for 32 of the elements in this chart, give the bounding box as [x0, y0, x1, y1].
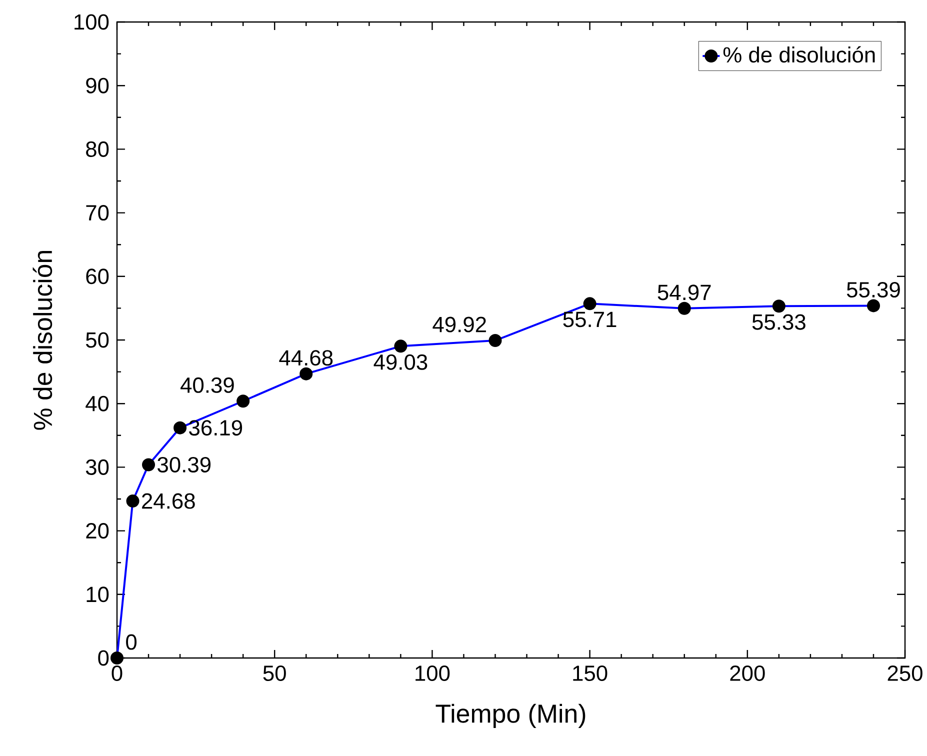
- data-label: 54.97: [658, 284, 711, 300]
- legend-label: % de disolución: [723, 46, 875, 63]
- y-axis-title: % de disolución: [32, 251, 52, 430]
- y-tick-label: 80: [86, 141, 109, 157]
- x-tick-label: 0: [112, 665, 122, 682]
- data-label: 0: [126, 634, 137, 650]
- data-label: 44.68: [279, 350, 333, 366]
- y-tick-label: 10: [86, 586, 109, 602]
- y-tick-label: 40: [86, 396, 109, 412]
- data-label: 24.68: [142, 493, 195, 509]
- data-label: 30.39: [158, 456, 211, 472]
- x-tick-label: 200: [730, 665, 765, 682]
- y-tick-label: 30: [86, 459, 109, 475]
- x-tick-label: 100: [416, 665, 450, 682]
- data-label: 40.39: [180, 377, 234, 393]
- y-tick-label: 100: [74, 14, 109, 30]
- data-label: 55.39: [846, 282, 900, 298]
- data-label: 49.92: [432, 316, 486, 332]
- y-tick-label: 50: [86, 332, 109, 348]
- data-label: 55.33: [752, 314, 806, 330]
- data-label: 36.19: [189, 420, 242, 436]
- x-tick-label: 150: [573, 665, 608, 682]
- y-tick-label: 70: [86, 205, 109, 221]
- y-tick-label: 90: [86, 78, 109, 94]
- x-axis-title: Tiempo (Min): [436, 704, 586, 728]
- x-tick-label: 50: [263, 665, 286, 682]
- y-tick-label: 60: [86, 268, 109, 284]
- y-tick-label: 0: [98, 650, 109, 666]
- y-tick-label: 20: [86, 523, 109, 539]
- x-tick-label: 250: [888, 665, 922, 682]
- data-label: 49.03: [374, 354, 428, 370]
- data-label: 55.71: [563, 312, 616, 328]
